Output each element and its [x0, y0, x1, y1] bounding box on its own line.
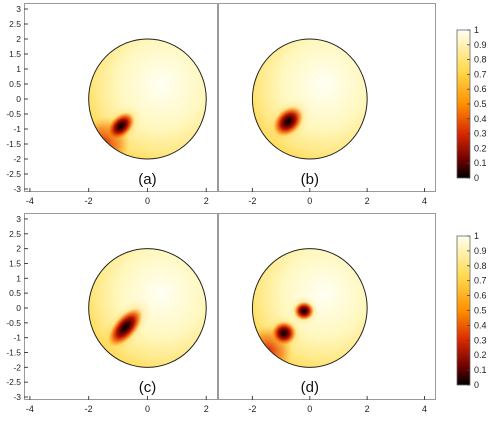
colorbar-tick-label: 0.3: [474, 335, 487, 345]
panel-c: -4 -2 0 2 3 2.5 2 1.5 1 0.5 0 -0.5 -1 -1.5 -2 -2.5 -3 (c): [6, 213, 218, 414]
y-tick-label: 3: [16, 214, 21, 224]
domain-boundary: [88, 248, 207, 368]
y-tick-label: -2.5: [6, 169, 21, 179]
colorbar-tick-label: 0.1: [474, 158, 487, 168]
y-tick-label: -1.5: [6, 139, 21, 149]
colorbar-tick-label: 0.1: [474, 365, 487, 375]
x-tick-label: 4: [422, 404, 427, 414]
y-tick-label: 0: [16, 303, 21, 313]
x-tick-label: 2: [365, 196, 370, 206]
field-map: [252, 39, 368, 159]
colorbar-tick-label: 0.8: [474, 55, 487, 65]
y-tick-label: -1.5: [6, 348, 21, 358]
hotspot-1: [107, 112, 135, 140]
colorbar-tick-label: 0: [474, 380, 479, 390]
y-tick-label: 0.5: [9, 288, 21, 298]
y-tick-label: 0.5: [9, 79, 21, 89]
x-tick-label: 0: [307, 196, 312, 206]
x-tick-label: 0: [145, 196, 150, 206]
panel-label: (b): [301, 171, 319, 188]
y-tick-label: 2: [16, 34, 21, 44]
y-tick-label: -3: [13, 392, 21, 402]
x-tick-label: -2: [85, 196, 93, 206]
colorbar-bottom: 1 0.9 0.8 0.7 0.6 0.5 0.4 0.3 0.2 0.1 0: [456, 231, 487, 390]
x-tick-label: -2: [248, 196, 256, 206]
y-tick-label: -2.5: [6, 377, 21, 387]
y-tick-label: 0: [16, 94, 21, 104]
hotspot-2: [293, 301, 315, 321]
x-tick-label: -2: [248, 404, 256, 414]
colorbar-tick-label: 0.3: [474, 129, 487, 139]
y-tick-label: -0.5: [6, 318, 21, 328]
y-tick-label: -2: [13, 154, 21, 164]
hotspot-1: [271, 321, 297, 346]
panel-a: -4 -2 0 2 3 2.5 2 1.5 1 0.5 0 -0.5 -1 -1.5 -2 -2.5 -3 (a): [6, 3, 218, 206]
colorbar-tick-label: 0.5: [474, 99, 487, 109]
field-map: [88, 248, 207, 368]
domain-boundary: [251, 38, 368, 160]
colorbar-tick-label: 0.4: [474, 320, 487, 330]
colorbar-tick-label: 0.6: [474, 84, 487, 94]
y-tick-label: 1.5: [9, 49, 21, 59]
x-tick-label: 2: [204, 404, 209, 414]
colorbar-tick-label: 1: [474, 231, 479, 241]
y-tick-label: -0.5: [6, 109, 21, 119]
colorbar-top: 1 0.9 0.8 0.7 0.6 0.5 0.4 0.3 0.2 0.1 0: [456, 25, 487, 183]
x-tick-label: -4: [26, 404, 34, 414]
y-tick-label: 2: [16, 244, 21, 254]
x-tick-label: 4: [422, 196, 427, 206]
x-tick-label: -4: [26, 196, 34, 206]
panel-b: -2 0 2 4 (b): [218, 3, 436, 206]
panel-label: (d): [301, 379, 319, 396]
colorbar-tick-label: 0.9: [474, 40, 487, 50]
panel-label: (c): [139, 379, 157, 396]
domain-boundary: [88, 38, 207, 160]
x-tick-label: -2: [85, 404, 93, 414]
y-tick-label: 2.5: [9, 229, 21, 239]
colorbar-tick-label: 0.5: [474, 306, 487, 316]
x-tick-label: 0: [145, 404, 150, 414]
y-tick-label: -3: [13, 184, 21, 194]
field-map: [252, 248, 368, 368]
hotspot-1: [273, 106, 304, 137]
y-tick-label: 3: [16, 4, 21, 14]
y-tick-label: 1: [16, 64, 21, 74]
colorbar-tick-label: 1: [474, 25, 479, 35]
y-tick-label: -1: [13, 333, 21, 343]
y-tick-label: -1: [13, 124, 21, 134]
field-background: [252, 39, 368, 159]
colorbar-tick-label: 0.6: [474, 291, 487, 301]
y-tick-label: 1: [16, 273, 21, 283]
colorbar-tick-label: 0.4: [474, 114, 487, 124]
domain-boundary: [251, 248, 368, 368]
colorbar-tick-label: 0.9: [474, 246, 487, 256]
colorbar-tick-label: 0.2: [474, 143, 487, 153]
x-tick-label: 2: [204, 196, 209, 206]
hotspot-1: [107, 307, 143, 347]
colorbar-tick-label: 0.7: [474, 69, 487, 79]
panel-label: (a): [138, 171, 156, 188]
x-tick-label: 0: [307, 404, 312, 414]
y-tick-label: -2: [13, 362, 21, 372]
colorbar-tick-label: 0.2: [474, 350, 487, 360]
colorbar-tick-label: 0: [474, 173, 479, 183]
panel-d: -2 0 2 4 (d): [218, 213, 436, 414]
y-tick-label: 1.5: [9, 258, 21, 268]
y-tick-label: 2.5: [9, 19, 21, 29]
colorbar-tick-label: 0.7: [474, 276, 487, 286]
x-tick-label: 2: [365, 404, 370, 414]
colorbar-tick-label: 0.8: [474, 261, 487, 271]
